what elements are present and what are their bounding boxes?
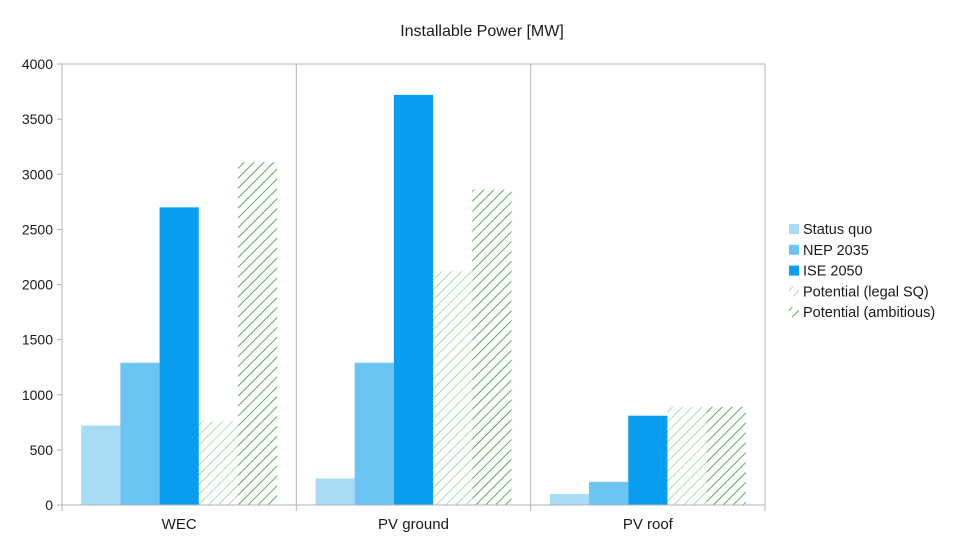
legend: Status quo NEP 2035 ISE 2050 Potential (leg… — [789, 222, 935, 321]
bar-potential-ambitious-pv-roof — [706, 406, 746, 505]
bar-nep-2035-wec — [120, 362, 160, 505]
bar-status-quo-pv-roof — [549, 493, 590, 505]
legend-label: ISE 2050 — [803, 264, 863, 280]
bar-ise-2050-wec — [159, 207, 199, 505]
y-tick-label: 2000 — [22, 277, 53, 293]
y-tick-label: 1500 — [22, 332, 53, 348]
y-tick-label: 3500 — [22, 111, 53, 127]
legend-label: Potential (ambitious) — [803, 305, 935, 321]
bar-status-quo-pv-ground — [315, 478, 355, 505]
bar-potential-legal-sq-wec — [198, 421, 238, 505]
bar-status-quo-wec — [81, 425, 121, 505]
bar-ise-2050-pv-ground — [393, 94, 434, 506]
bar-potential-ambitious-pv-ground — [472, 189, 512, 505]
legend-swatch — [789, 286, 799, 297]
bar-potential-legal-sq-pv-roof — [667, 406, 707, 505]
y-tick-label: 500 — [30, 442, 54, 458]
legend-swatch — [789, 307, 799, 318]
legend-swatch — [789, 224, 799, 234]
legend-label: Status quo — [803, 222, 872, 238]
y-tick-label: 1000 — [22, 387, 53, 403]
bar-nep-2035-pv-ground — [354, 362, 394, 505]
plot-area: 0 500 1000 1500 2000 2500 3000 3500 4000 WEC PV gr… — [22, 56, 766, 533]
legend-label: Potential (legal SQ) — [803, 284, 929, 300]
x-category-label: PV ground — [378, 516, 449, 533]
y-tick-label: 4000 — [22, 56, 53, 72]
bar-ise-2050-pv-roof — [628, 415, 668, 505]
bar-potential-ambitious-wec — [237, 162, 278, 505]
y-tick-label: 3000 — [22, 166, 53, 182]
legend-swatch — [789, 244, 799, 255]
legend-label: NEP 2035 — [803, 243, 869, 259]
y-tick-label: 0 — [45, 497, 53, 513]
bar-potential-legal-sq-pv-ground — [433, 271, 473, 505]
chart-title: Installable Power [MW] — [400, 23, 564, 40]
bar-nep-2035-pv-roof — [589, 481, 629, 505]
legend-swatch — [789, 265, 799, 276]
y-tick-label: 2500 — [22, 221, 53, 237]
x-category-label: WEC — [162, 516, 197, 533]
x-category-label: PV roof — [623, 516, 674, 533]
